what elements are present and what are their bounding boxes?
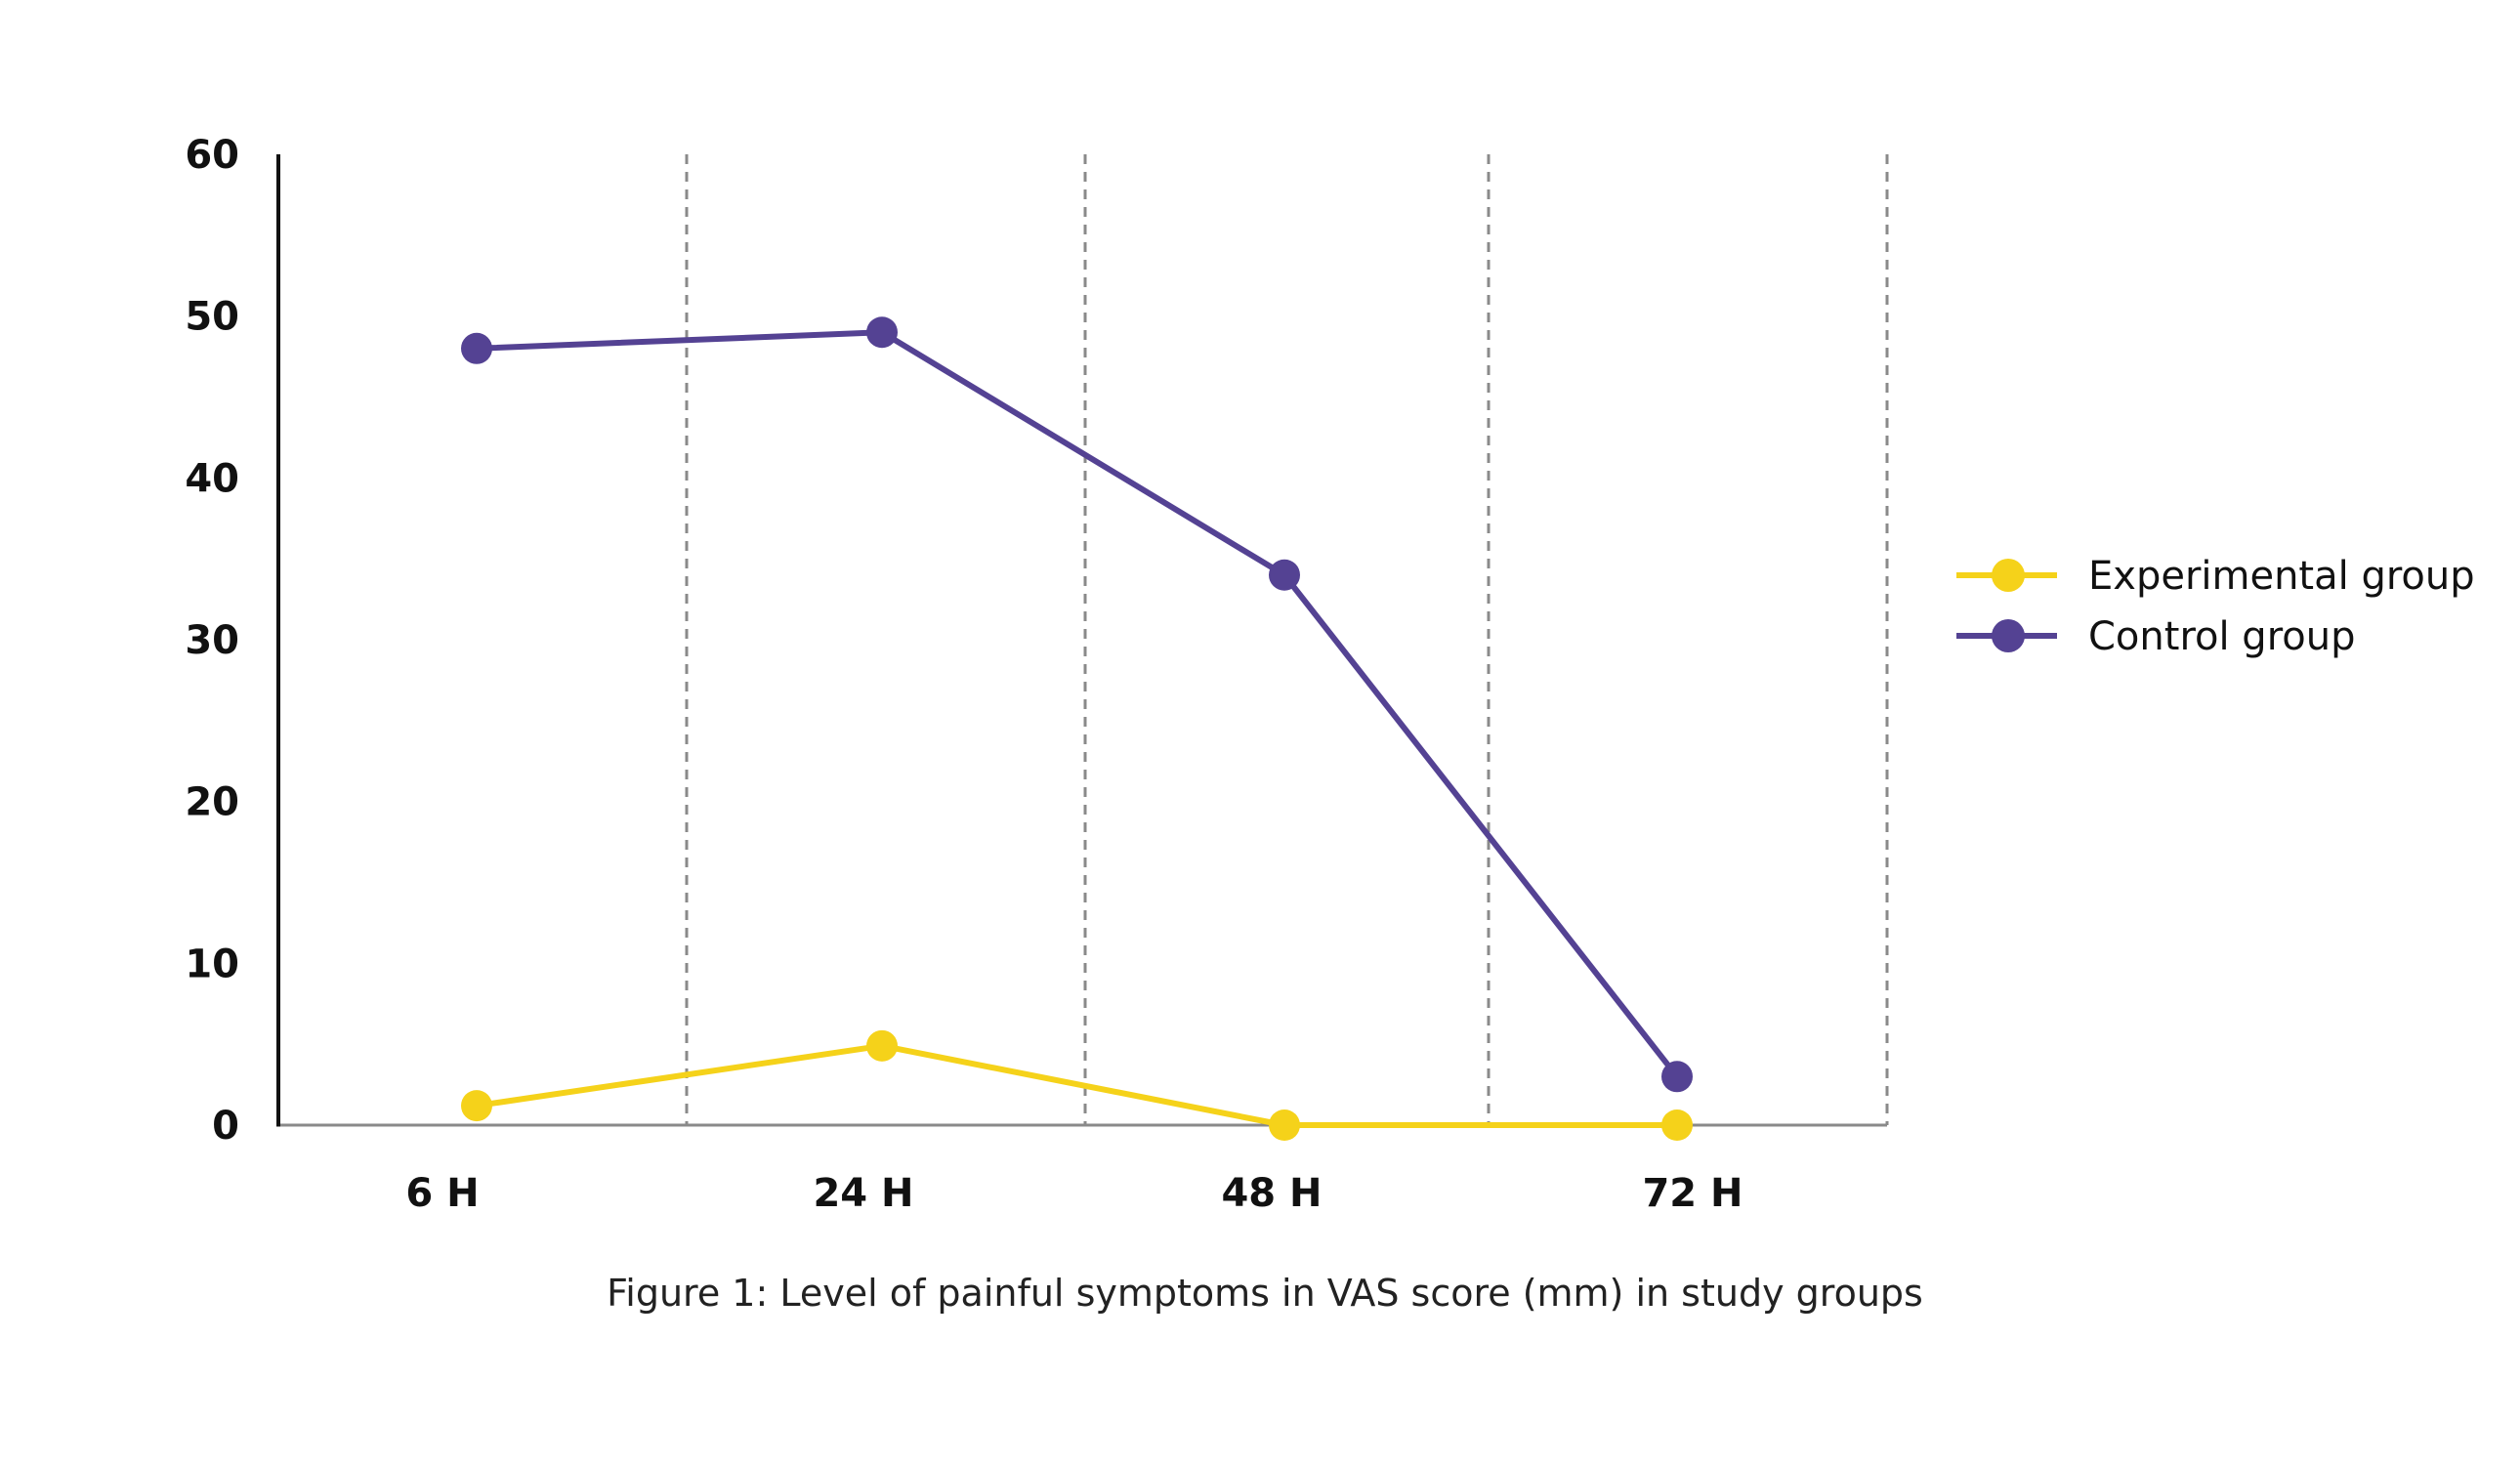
axes: [276, 154, 1887, 1127]
series-line: [476, 1042, 1677, 1128]
legend-swatch-marker: [1992, 619, 2025, 652]
x-axis-ticks: 6 H 24 H 48 H 72 H: [405, 1171, 1743, 1216]
legend-item-1: Control group: [1956, 614, 2355, 659]
data-point: [866, 316, 898, 349]
series-lines: [461, 316, 1693, 1141]
y-tick-label: 10: [185, 942, 239, 986]
y-tick-label: 20: [185, 780, 239, 825]
x-tick-label: 48 H: [1221, 1171, 1322, 1216]
legend-swatch-marker: [1992, 559, 2025, 592]
legend-item-0: Experimental group: [1956, 554, 2475, 599]
legend: Experimental group Control group: [1956, 554, 2475, 659]
y-tick-label: 30: [185, 618, 239, 663]
y-tick-label: 50: [185, 295, 239, 340]
series-1: [461, 316, 1693, 1093]
grid-lines: [685, 154, 1889, 1125]
x-tick-label: 72 H: [1642, 1171, 1743, 1216]
data-point: [461, 1090, 492, 1122]
y-tick-label: 60: [185, 133, 239, 178]
legend-label: Control group: [2088, 614, 2355, 659]
series-0: [461, 1029, 1693, 1141]
figure-caption: Figure 1: Level of painful symptoms in V…: [607, 1272, 1923, 1315]
series-line: [476, 329, 1680, 1079]
data-point: [1269, 559, 1300, 591]
data-point: [1661, 1061, 1693, 1093]
legend-label: Experimental group: [2088, 554, 2475, 599]
data-point: [1269, 1109, 1300, 1141]
x-tick-label: 6 H: [405, 1171, 479, 1216]
data-point: [866, 1029, 898, 1062]
y-axis-ticks: 0 10 20 30 40 50 60: [185, 133, 239, 1149]
x-tick-label: 24 H: [813, 1171, 913, 1216]
data-point: [1661, 1109, 1693, 1141]
data-point: [461, 332, 492, 364]
y-tick-label: 0: [212, 1104, 239, 1149]
y-tick-label: 40: [185, 456, 239, 501]
